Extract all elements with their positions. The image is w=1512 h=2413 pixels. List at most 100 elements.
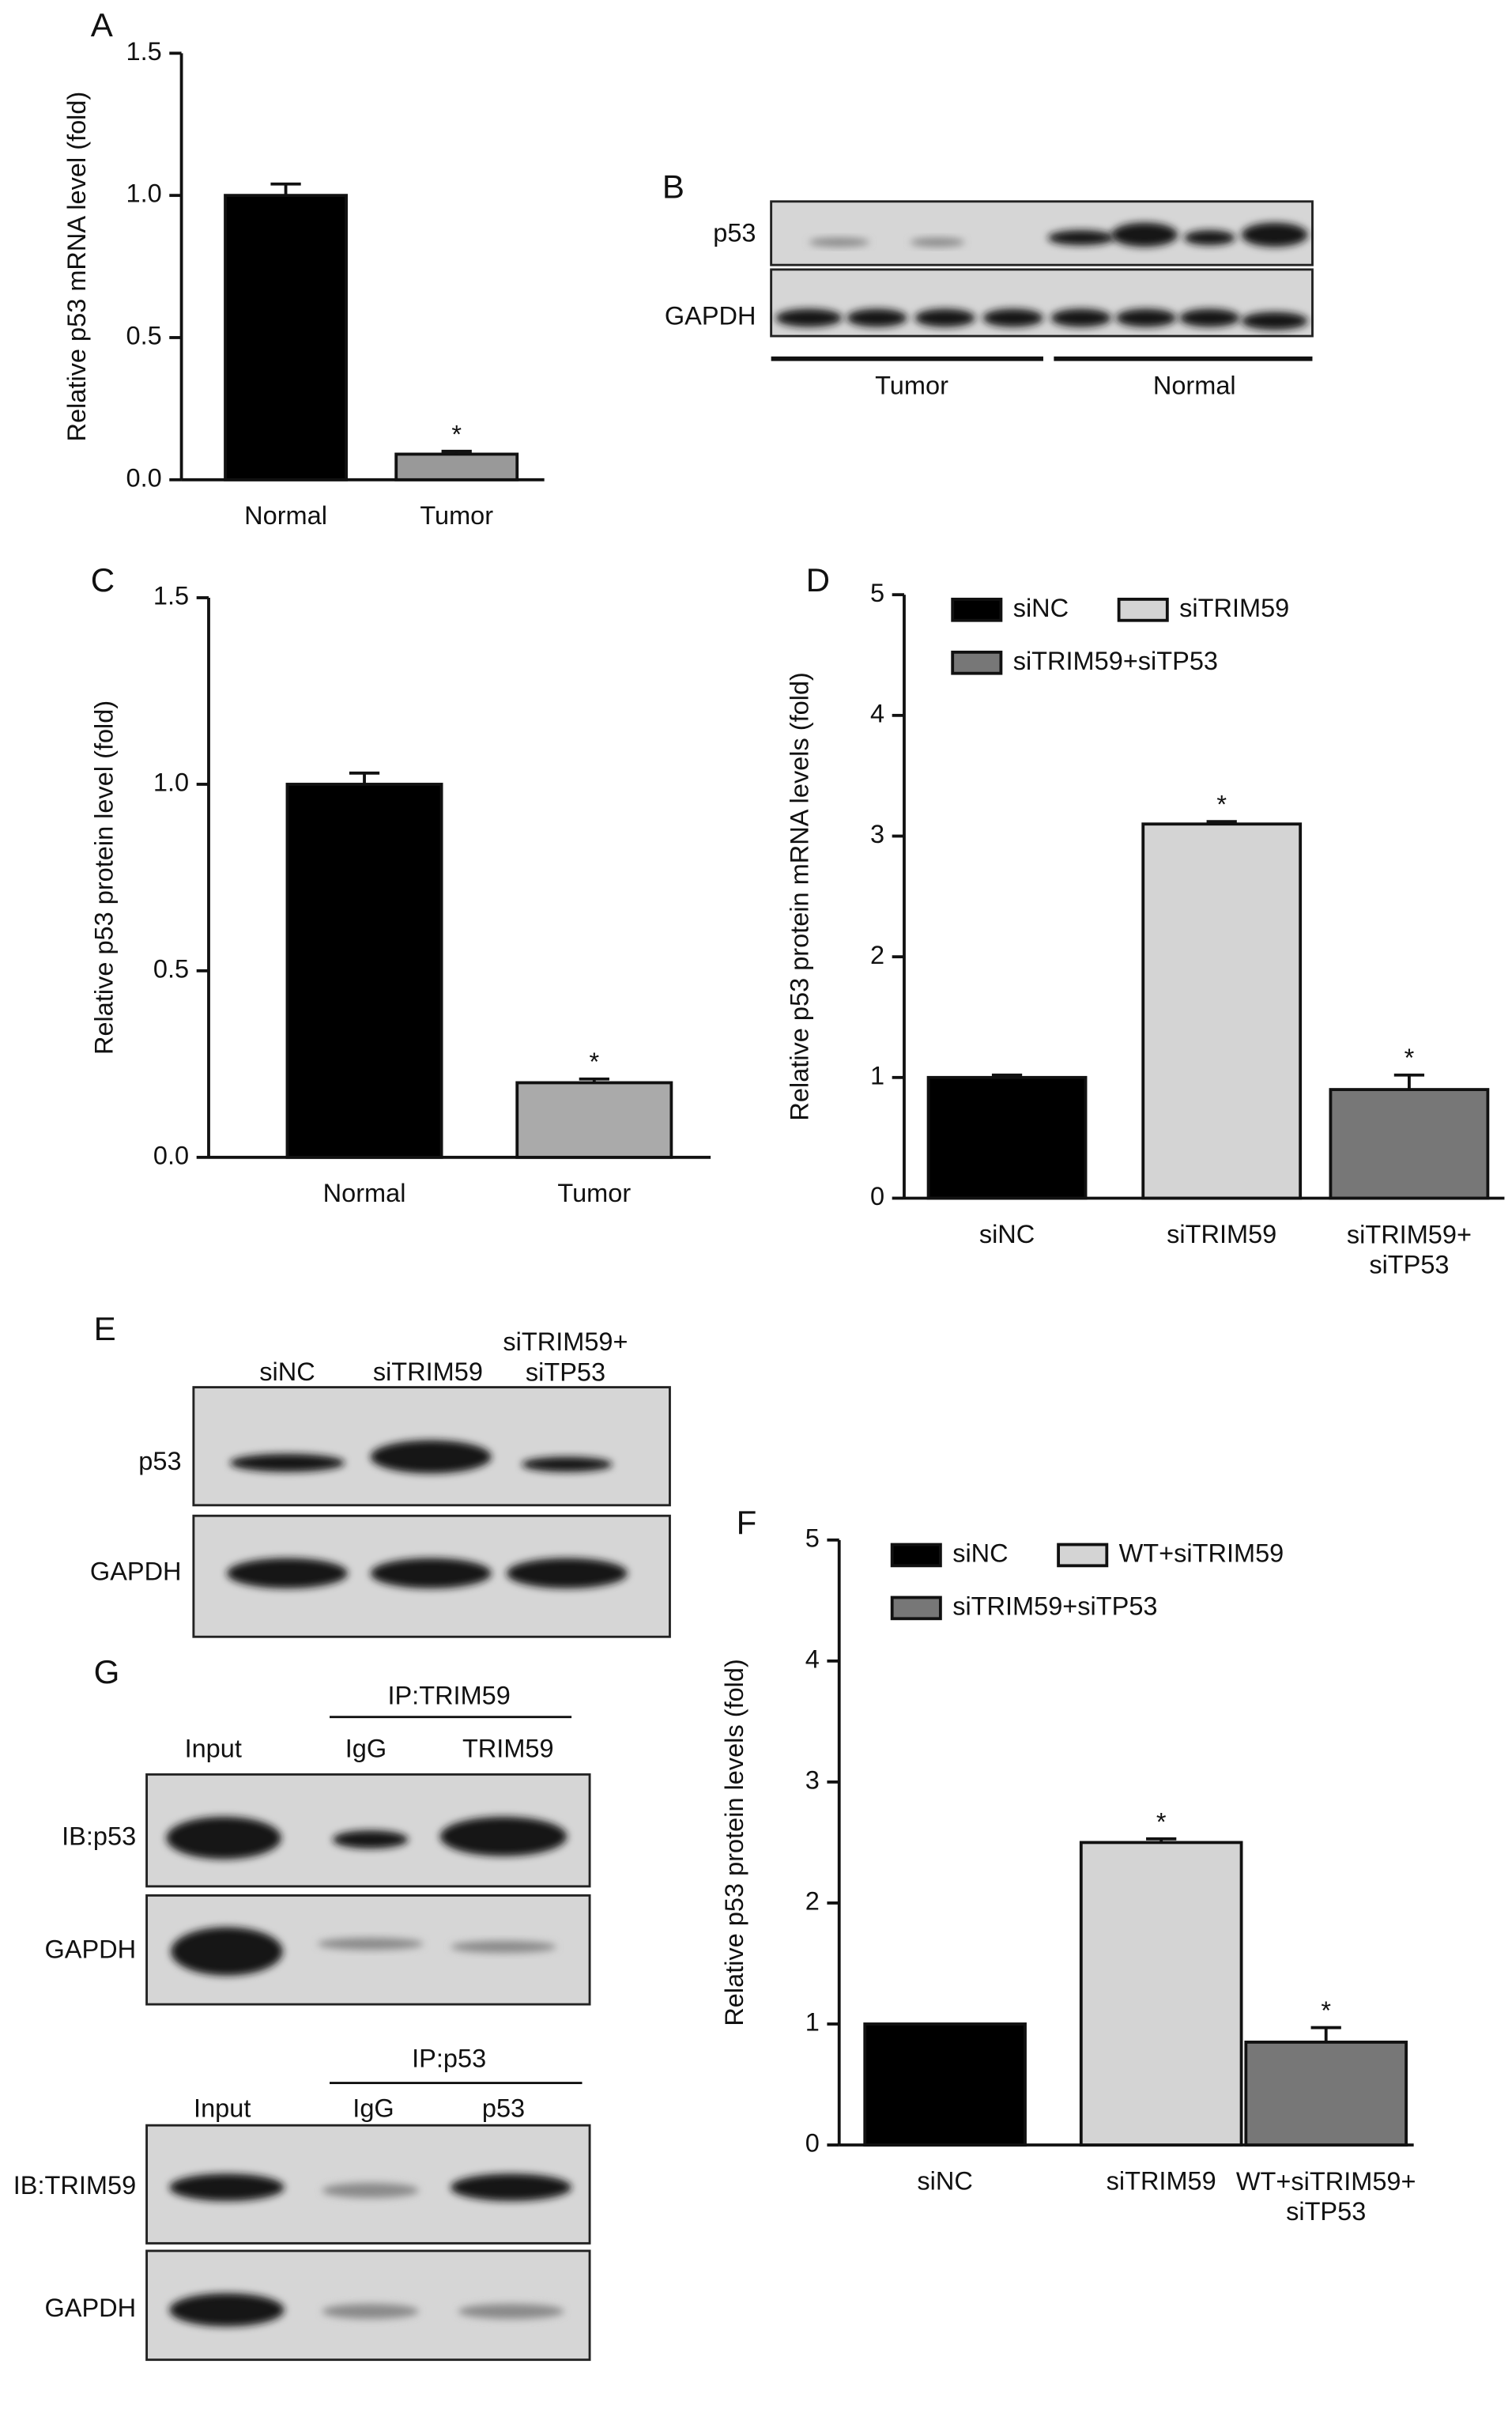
band (982, 308, 1043, 327)
band (451, 1940, 556, 1954)
band (809, 237, 869, 247)
error-bar (1146, 1837, 1177, 1843)
bar (285, 783, 443, 1159)
band (322, 2303, 419, 2320)
band (1111, 222, 1178, 247)
band (846, 308, 907, 327)
y-tick-label: 1.5 (126, 37, 161, 66)
significance: * (1216, 791, 1227, 819)
y-tick-label: 0.0 (153, 1141, 189, 1169)
bar (515, 1081, 673, 1159)
band (1047, 230, 1114, 246)
bar (394, 452, 519, 481)
blot-strip (770, 268, 1314, 338)
legend-label: siNC (1013, 594, 1069, 622)
group-label: Tumor (875, 372, 948, 400)
y-tick-label: 2 (870, 941, 884, 969)
significance: * (451, 420, 462, 448)
band (1115, 308, 1177, 327)
lane-label: siTRIM59+ siTP53 (503, 1327, 628, 1386)
band (775, 308, 843, 327)
y-tick-label: 4 (870, 699, 884, 727)
band (317, 1937, 424, 1950)
panel-label: G (94, 1653, 120, 1690)
y-tick-label: 0.0 (126, 463, 161, 492)
row-label: GAPDH (665, 302, 756, 330)
panel-label: F (737, 1504, 757, 1541)
band (226, 1558, 348, 1589)
lane-label: IgG (353, 2094, 394, 2123)
panel-label: B (662, 168, 684, 206)
x-tick-label: Tumor (557, 1179, 631, 1207)
x-tick-label: siTRIM59 (1167, 1220, 1276, 1248)
ip-label: IP:TRIM59 (387, 1681, 510, 1709)
x-tick-label: WT+siTRIM59+ siTP53 (1236, 2166, 1416, 2225)
bar (1244, 2041, 1408, 2147)
x-tick-label: Normal (323, 1179, 406, 1207)
lane-label: siTRIM59 (373, 1358, 483, 1386)
band (910, 237, 965, 247)
row-label: p53 (138, 1447, 181, 1475)
lane-label: Input (194, 2094, 251, 2123)
legend-swatch (1057, 1543, 1109, 1568)
panel-label: E (94, 1310, 116, 1347)
error-bar (349, 771, 380, 784)
group-label: Normal (1153, 372, 1236, 400)
band (1050, 308, 1112, 327)
row-label: GAPDH (45, 1935, 137, 1964)
y-tick-label: 1 (805, 2008, 820, 2037)
bar (1141, 822, 1303, 1200)
band (322, 2182, 419, 2198)
legend-swatch (951, 650, 1003, 675)
blot-e: E siNC siTRIM59 siTRIM59+ siTP53 p53 GAPD… (90, 1310, 671, 1638)
error-bar (270, 182, 301, 196)
bar (1079, 1841, 1243, 2147)
row-label: GAPDH (90, 1557, 182, 1585)
y-tick-label: 3 (805, 1765, 820, 1794)
y-tick-label: 5 (870, 579, 884, 607)
legend-label: siNC (952, 1539, 1008, 1568)
y-axis-label: Relative p53 protein level (fold) (90, 700, 119, 1055)
legend-label: siTRIM59+siTP53 (1013, 647, 1218, 675)
band (1241, 312, 1308, 330)
panel-label: A (91, 6, 113, 43)
x-tick-label: Normal (244, 501, 327, 530)
band (439, 1816, 567, 1856)
y-tick-label: 5 (805, 1524, 820, 1552)
ip-label: IP:p53 (412, 2044, 486, 2072)
lane-label: siNC (259, 1358, 315, 1386)
band (370, 1440, 492, 1474)
band (458, 2303, 564, 2320)
y-tick-label: 4 (805, 1645, 820, 1673)
blot-strip (770, 200, 1314, 266)
significance: * (1156, 1807, 1167, 1836)
error-bar (1310, 2026, 1341, 2042)
y-tick-label: 1.0 (153, 768, 189, 797)
y-tick-label: 2 (805, 1887, 820, 1916)
error-bar (1393, 1073, 1425, 1090)
blot-b: B p53 GAPDH Tumor Normal (662, 168, 1314, 400)
lane-label: TRIM59 (462, 1734, 554, 1762)
band (1183, 230, 1235, 246)
band (332, 1830, 409, 1849)
y-tick-label: 1.0 (126, 179, 161, 208)
y-tick-label: 0.5 (153, 954, 189, 983)
band (229, 1453, 345, 1472)
legend-label: WT+siTRIM59 (1119, 1539, 1284, 1568)
error-bar (579, 1077, 609, 1083)
y-axis-label: Relative p53 protein mRNA levels (fold) (785, 672, 813, 1120)
band (521, 1456, 613, 1472)
y-tick-label: 0 (870, 1182, 884, 1210)
legend-label: siTRIM59+siTP53 (952, 1592, 1157, 1620)
band (370, 1558, 492, 1589)
band (506, 1558, 628, 1589)
significance: * (1321, 1996, 1331, 2025)
y-axis-label: Relative p53 protein levels (fold) (720, 1659, 748, 2026)
band (166, 1816, 281, 1860)
row-label: IB:TRIM59 (13, 2171, 136, 2200)
y-axis-label: Relative p53 mRNA level (fold) (62, 92, 91, 442)
panel-label: D (806, 561, 830, 599)
band (914, 308, 975, 327)
error-bar (1206, 820, 1237, 825)
band (1241, 222, 1308, 247)
